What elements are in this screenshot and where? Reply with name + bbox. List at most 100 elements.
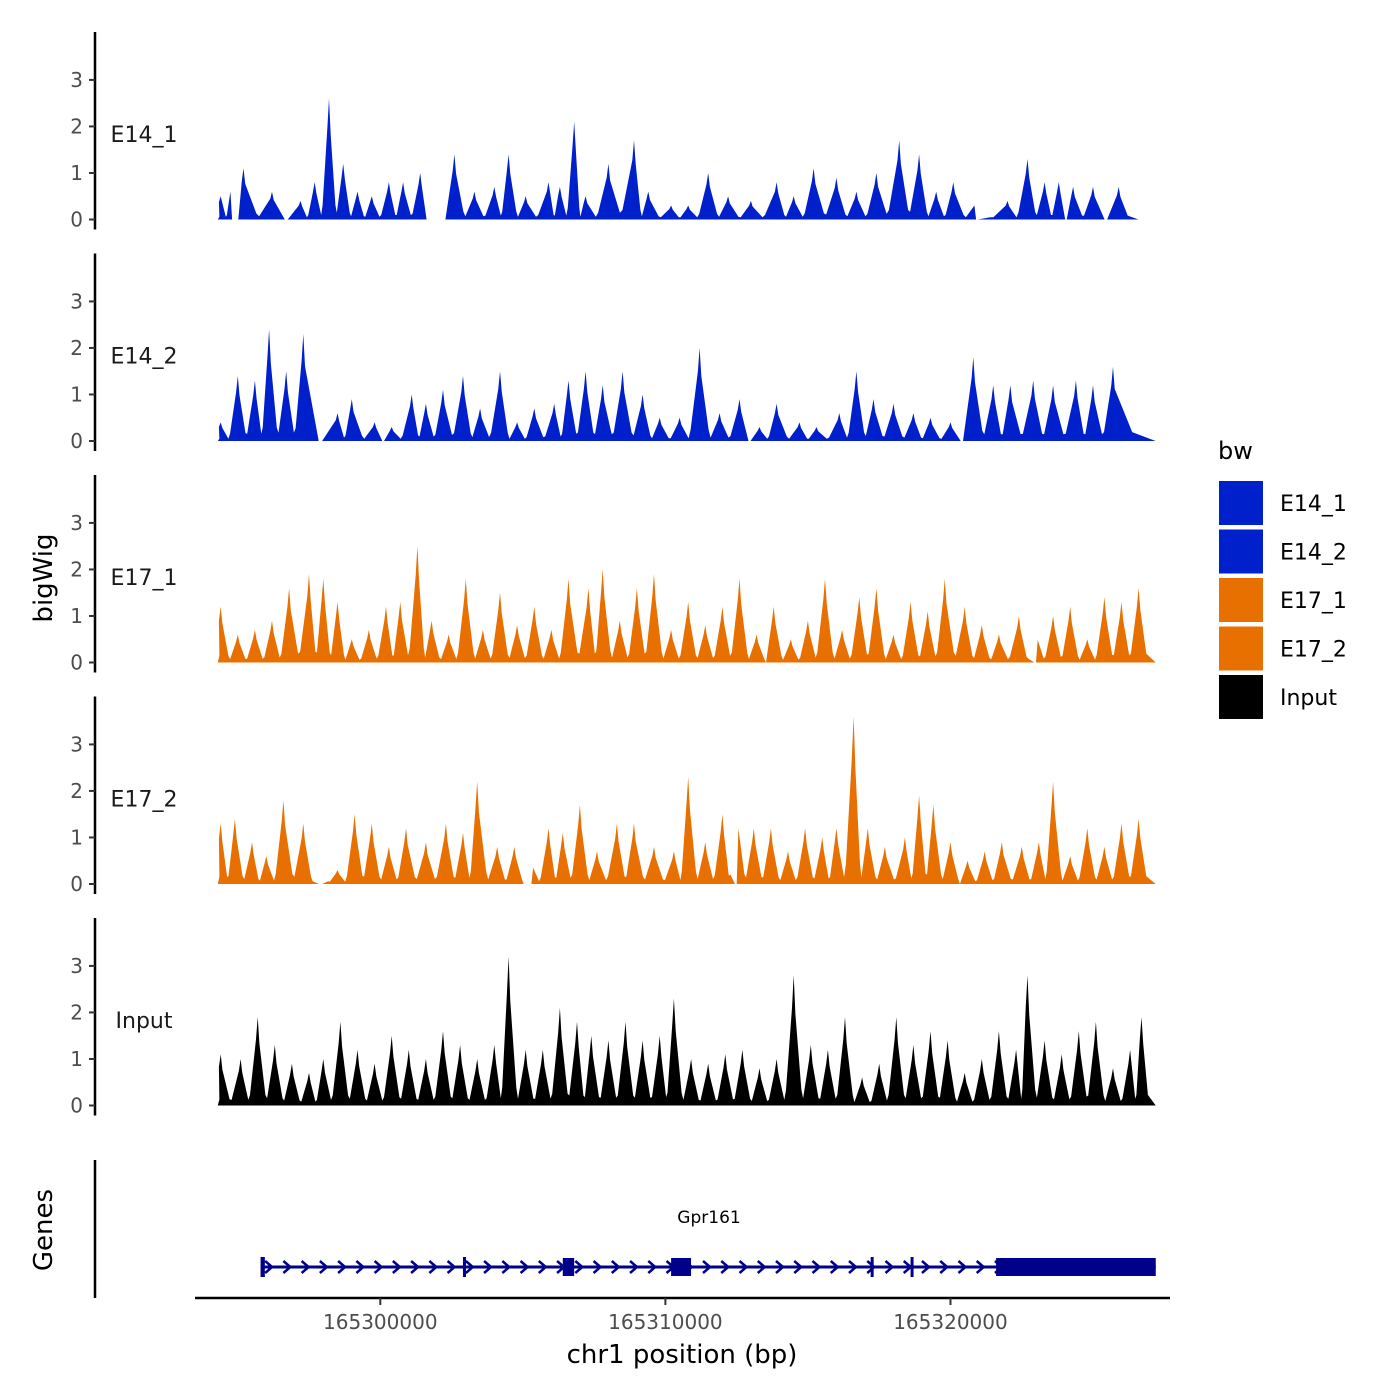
strand-arrow (921, 1260, 931, 1274)
strand-arrow (975, 1260, 986, 1274)
strand-arrow (264, 1260, 275, 1274)
legend-swatch (1219, 578, 1263, 622)
strand-arrow (793, 1260, 804, 1274)
track-e14-2: 0 1 2 3 E14_2 (70, 253, 1156, 453)
strand-arrow (446, 1260, 457, 1274)
area-e14-2 (217, 329, 1156, 441)
strand-arrow (720, 1260, 731, 1274)
strand-arrow (355, 1260, 366, 1274)
legend-swatch (1219, 481, 1263, 525)
exon (562, 1258, 575, 1276)
y-tick-label: 0 (70, 1094, 83, 1118)
y-tick-label: 2 (70, 557, 83, 581)
strand-arrow (465, 1260, 475, 1274)
strand-arrow (939, 1260, 950, 1274)
exon (671, 1258, 692, 1276)
x-tick-label: 165310000 (608, 1310, 723, 1334)
y-tick-label: 1 (70, 1047, 83, 1071)
exon (996, 1258, 1156, 1276)
strand-arrow (483, 1260, 493, 1274)
y-tick-label: 3 (70, 68, 83, 92)
area-e17-1 (217, 546, 1156, 663)
y-axis-title: bigWig (29, 533, 59, 622)
track-input: 0 1 2 3 Input (70, 918, 1156, 1118)
strand-arrow (811, 1260, 822, 1274)
y-tick-label: 2 (70, 336, 83, 360)
exon (870, 1257, 874, 1277)
legend-items: E14_1 E14_2 E17_1 E17_2 Input (1219, 481, 1347, 719)
track-label: E17_2 (111, 788, 178, 813)
strand-arrow (629, 1260, 639, 1274)
legend-label: E14_1 (1280, 492, 1347, 517)
strand-arrow (300, 1260, 311, 1274)
strand-arrow (702, 1260, 712, 1274)
legend-label: E17_2 (1280, 638, 1347, 663)
x-tick-label: 165300000 (323, 1310, 438, 1334)
x-axis-title: chr1 position (bp) (567, 1340, 798, 1370)
track-e14-1: 0 1 2 3 E14_1 (70, 32, 1139, 232)
track-label: E14_1 (111, 123, 178, 148)
area-e17-2 (217, 716, 1156, 884)
y-tick-label: 3 (70, 732, 83, 756)
strand-arrow (775, 1260, 785, 1274)
y-tick-label: 3 (70, 289, 83, 313)
x-tick-label: 165320000 (893, 1310, 1008, 1334)
legend-swatch (1219, 529, 1263, 574)
strand-arrow (756, 1260, 767, 1274)
strand-arrow (501, 1260, 512, 1274)
strand-arrow (519, 1260, 530, 1274)
gene-axis-title: Genes (29, 1189, 59, 1271)
x-axis: 165300000 165310000 165320000 (195, 1296, 1170, 1334)
strand-arrow (610, 1260, 621, 1274)
strand-arrow (957, 1260, 968, 1274)
strand-arrow (428, 1260, 439, 1274)
y-tick-label: 3 (70, 954, 83, 978)
strand-arrow (282, 1260, 293, 1274)
strand-arrow (337, 1260, 348, 1274)
y-tick-label: 3 (70, 511, 83, 535)
exon (462, 1257, 466, 1277)
y-tick-label: 0 (70, 429, 83, 453)
legend-label: Input (1280, 686, 1337, 711)
legend: bw E14_1 E14_2 E17_1 E17_2 Input (1218, 437, 1347, 719)
y-tick-label: 1 (70, 825, 83, 849)
strand-arrow (373, 1260, 384, 1274)
strand-arrow (738, 1260, 749, 1274)
y-tick-label: 1 (70, 604, 83, 628)
y-tick-label: 2 (70, 114, 83, 138)
strand-arrow (574, 1260, 585, 1274)
track-label: E14_2 (111, 345, 178, 370)
area-input (217, 956, 1156, 1106)
y-tick-label: 0 (70, 651, 83, 675)
strand-arrow (884, 1260, 895, 1274)
strand-arrow (848, 1260, 858, 1274)
y-tick-label: 1 (70, 161, 83, 185)
strand-arrow (410, 1260, 421, 1274)
y-tick-label: 2 (70, 779, 83, 803)
track-e17-2: 0 1 2 3 E17_2 (70, 696, 1156, 896)
legend-title: bw (1218, 437, 1253, 465)
strand-arrow (537, 1260, 548, 1274)
exon (910, 1257, 914, 1277)
strand-arrow (647, 1260, 658, 1274)
gene-label: Gpr161 (677, 1208, 740, 1228)
strand-arrow (319, 1260, 329, 1274)
track-label: E17_1 (111, 566, 178, 591)
legend-swatch (1219, 626, 1263, 671)
strand-arrow (829, 1260, 840, 1274)
legend-swatch (1219, 675, 1263, 719)
area-e14-1 (217, 98, 1139, 220)
y-tick-label: 0 (70, 872, 83, 896)
exon (260, 1257, 265, 1277)
y-tick-label: 0 (70, 208, 83, 232)
strand-arrow (866, 1260, 877, 1274)
tracks-layer: 0 1 2 3 E14_1 0 1 2 3 E14_2 0 1 2 3 E17_1 0 1 2 3 E17_2 0 1 2 3… (70, 32, 1156, 1118)
y-tick-label: 1 (70, 382, 83, 406)
strand-arrow (592, 1260, 603, 1274)
legend-label: E14_2 (1280, 541, 1347, 566)
strand-arrow (392, 1260, 402, 1274)
track-label: Input (116, 1009, 173, 1034)
legend-label: E17_1 (1280, 589, 1347, 614)
